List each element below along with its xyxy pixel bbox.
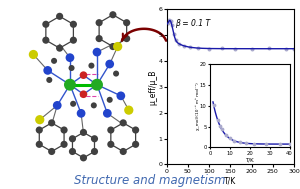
Point (167, 19, 172, 22)
Circle shape (70, 21, 77, 28)
Circle shape (91, 135, 98, 142)
Circle shape (123, 35, 130, 42)
Circle shape (61, 126, 68, 134)
Circle shape (109, 43, 116, 50)
Circle shape (77, 109, 85, 118)
X-axis label: T/K: T/K (245, 157, 254, 162)
Circle shape (113, 42, 122, 51)
Point (277, 143, 282, 146)
Point (249, 47, 254, 50)
Circle shape (69, 135, 76, 142)
Circle shape (53, 101, 62, 110)
Circle shape (120, 148, 127, 155)
Circle shape (48, 148, 55, 155)
Point (177, 42, 182, 45)
Point (212, 104, 216, 107)
Circle shape (70, 101, 76, 107)
Circle shape (123, 19, 130, 26)
Point (232, 47, 237, 50)
Circle shape (42, 21, 50, 28)
Circle shape (56, 45, 63, 52)
Circle shape (116, 91, 125, 100)
Circle shape (91, 79, 103, 91)
Circle shape (107, 141, 114, 148)
Circle shape (80, 90, 87, 98)
Circle shape (93, 48, 101, 57)
Point (287, 143, 292, 146)
Circle shape (113, 70, 119, 77)
Circle shape (105, 60, 114, 68)
Circle shape (43, 66, 52, 75)
Point (232, 139, 236, 142)
Point (173, 39, 178, 42)
Circle shape (36, 141, 43, 148)
Circle shape (70, 37, 77, 44)
Circle shape (132, 141, 139, 148)
Point (283, 47, 288, 50)
Point (263, 143, 268, 146)
Y-axis label: χ_mol/(10⁻⁵ m³ mol⁻¹): χ_mol/(10⁻⁵ m³ mol⁻¹) (195, 82, 200, 130)
Point (167, 19, 172, 22)
Circle shape (68, 65, 75, 71)
Point (292, 47, 296, 50)
Point (219, 47, 224, 50)
Point (169, 24, 174, 27)
Circle shape (107, 97, 113, 103)
Circle shape (61, 141, 68, 148)
Circle shape (80, 154, 87, 161)
Circle shape (51, 58, 57, 64)
Circle shape (48, 119, 55, 126)
Point (188, 45, 192, 48)
Circle shape (120, 119, 127, 126)
Circle shape (124, 105, 134, 115)
Point (181, 44, 186, 47)
Circle shape (36, 126, 43, 134)
Circle shape (66, 53, 74, 62)
Circle shape (107, 126, 114, 134)
Circle shape (132, 126, 139, 134)
Point (220, 128, 224, 131)
X-axis label: T/K: T/K (224, 176, 236, 185)
Point (215, 119, 220, 122)
Point (168, 20, 173, 23)
Point (243, 142, 248, 145)
Circle shape (56, 13, 63, 20)
Circle shape (42, 37, 50, 44)
Y-axis label: μ_eff/μ_B: μ_eff/μ_B (148, 69, 157, 105)
Circle shape (91, 102, 97, 108)
Point (196, 47, 201, 50)
Circle shape (46, 77, 52, 83)
Circle shape (95, 19, 103, 26)
Point (171, 33, 176, 36)
Circle shape (35, 115, 44, 124)
Circle shape (91, 148, 98, 155)
Point (218, 125, 222, 128)
Text: Structure and magnetism: Structure and magnetism (74, 174, 226, 187)
Circle shape (29, 50, 38, 59)
Circle shape (109, 11, 116, 18)
Circle shape (88, 63, 94, 69)
Point (227, 137, 232, 140)
Point (207, 47, 212, 50)
Circle shape (80, 129, 87, 136)
Point (251, 142, 256, 145)
Circle shape (80, 71, 87, 79)
Circle shape (95, 35, 103, 42)
Point (237, 141, 242, 144)
Text: β = 0.1 T: β = 0.1 T (176, 19, 211, 28)
Point (266, 47, 271, 50)
Circle shape (69, 148, 76, 155)
Point (166, 21, 171, 24)
Point (165, 22, 170, 25)
Circle shape (103, 109, 112, 118)
Point (224, 134, 228, 137)
Circle shape (64, 79, 76, 91)
